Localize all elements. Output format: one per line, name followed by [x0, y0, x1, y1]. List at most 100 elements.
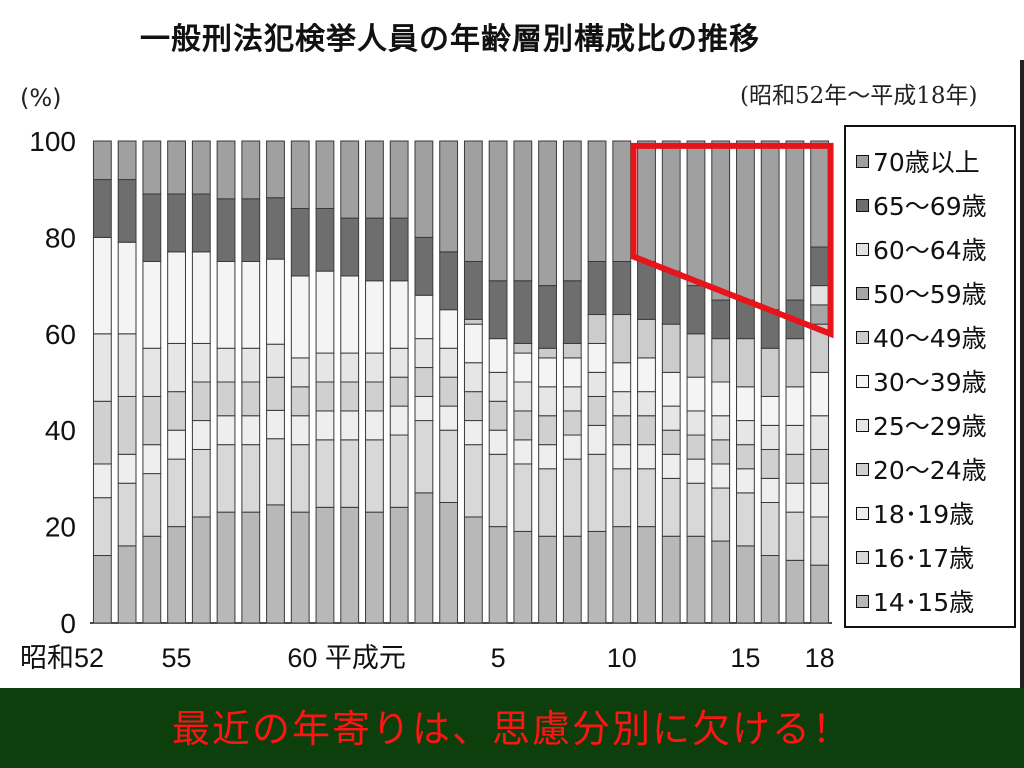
- bar-segment: [340, 352, 360, 383]
- bar-stack: [810, 140, 830, 624]
- bar-segment: [191, 420, 211, 450]
- bar-segment: [266, 343, 285, 378]
- bar-stack: [117, 140, 137, 624]
- x-tick-label: 60 平成元: [287, 643, 406, 673]
- bar-segment: [513, 463, 533, 532]
- bar-segment: [167, 458, 186, 528]
- bar-segment: [686, 458, 706, 484]
- bar-segment: [661, 477, 681, 537]
- legend-item: 16･17歳: [856, 535, 1014, 579]
- bar-segment: [117, 140, 137, 181]
- bar-segment: [290, 275, 310, 359]
- bar-segment: [637, 318, 656, 359]
- bar-stack: [612, 140, 632, 624]
- legend-swatch: [856, 242, 869, 256]
- bar-segment: [315, 270, 335, 354]
- bar-segment: [587, 371, 607, 397]
- bar-segment: [117, 395, 137, 455]
- legend-label: 30～39歳: [873, 368, 987, 397]
- bar-segment: [191, 140, 211, 195]
- highlight-box: [630, 142, 834, 339]
- bar-stack: [538, 140, 557, 624]
- bar-segment: [216, 261, 236, 349]
- bar-segment: [389, 434, 409, 508]
- bar-segment: [686, 140, 706, 287]
- bar-segment: [538, 535, 557, 624]
- bar-segment: [117, 482, 137, 547]
- bar-segment: [463, 516, 483, 624]
- legend-item: 18･19歳: [856, 491, 1014, 535]
- bar-segment: [612, 261, 632, 316]
- bar-segment: [513, 140, 533, 282]
- y-tick-label: 20: [45, 512, 76, 543]
- bar-segment: [216, 444, 236, 513]
- bar-segment: [365, 140, 384, 219]
- bar-segment: [191, 251, 211, 344]
- legend-label: 14･15歳: [873, 588, 975, 617]
- bar-segment: [167, 342, 186, 393]
- bar-segment: [488, 453, 508, 528]
- bar-segment: [810, 371, 830, 417]
- bar-segment: [117, 333, 137, 397]
- legend-label: 50～59歳: [873, 280, 987, 309]
- bar-segment: [315, 207, 335, 272]
- bar-segment: [760, 448, 780, 479]
- bar-segment: [612, 140, 632, 262]
- bar-segment: [216, 381, 236, 417]
- bar-segment: [142, 473, 162, 537]
- bar-segment: [365, 217, 384, 282]
- bar-segment: [92, 497, 112, 557]
- x-tick-label: 55: [162, 643, 192, 673]
- bar-segment: [290, 140, 310, 209]
- bar-segment: [315, 140, 335, 209]
- bar-segment: [488, 400, 508, 431]
- legend-swatch: [856, 418, 869, 432]
- bar-segment: [191, 381, 211, 422]
- bar-segment: [760, 502, 780, 557]
- bar-segment: [736, 386, 755, 422]
- bar-segment: [661, 140, 681, 272]
- bar-segment: [315, 410, 335, 441]
- bar-segment: [562, 386, 582, 412]
- bar-segment: [612, 391, 632, 417]
- bar-segment: [365, 352, 384, 383]
- legend-swatch: [856, 330, 869, 344]
- highlight-annotation: [630, 142, 834, 339]
- bar-segment: [92, 236, 112, 335]
- bar-segment: [538, 357, 557, 388]
- legend-label: 60～64歳: [873, 236, 987, 265]
- bar-segment: [488, 280, 508, 340]
- bar-segment: [266, 197, 285, 260]
- bar-segment: [216, 198, 236, 262]
- bar-segment: [562, 342, 582, 359]
- bar-segment: [117, 241, 137, 335]
- bar-segment: [439, 429, 459, 504]
- bar-segment: [785, 424, 805, 455]
- bar-segment: [661, 405, 681, 431]
- bar-segment: [686, 535, 706, 624]
- bar-segment: [562, 140, 582, 282]
- bar-segment: [142, 395, 162, 446]
- bar-segment: [463, 444, 483, 518]
- bar-segment: [785, 453, 805, 484]
- bar-segment: [810, 246, 830, 287]
- bar-segment: [513, 530, 533, 624]
- bar-segment: [340, 275, 360, 354]
- bar-segment: [686, 410, 706, 436]
- bar-segment: [612, 526, 632, 624]
- bar-segment: [612, 444, 632, 470]
- bar-segment: [736, 492, 755, 547]
- bar-stack: [266, 140, 285, 624]
- bar-segment: [711, 540, 731, 624]
- bar-segment: [315, 381, 335, 412]
- bar-segment: [538, 347, 557, 359]
- legend-item: 30～39歳: [856, 359, 1014, 403]
- bar-segment: [290, 415, 310, 446]
- bar-segment: [414, 367, 434, 397]
- bar-segment: [587, 140, 607, 262]
- bar-segment: [686, 285, 706, 335]
- y-tick-label: 40: [45, 415, 76, 446]
- bar-stack: [785, 140, 805, 624]
- legend: 70歳以上 65～69歳 60～64歳 50～59歳 40～49歳 30～39歳 25～29…: [844, 125, 1016, 628]
- bar-segment: [167, 429, 186, 460]
